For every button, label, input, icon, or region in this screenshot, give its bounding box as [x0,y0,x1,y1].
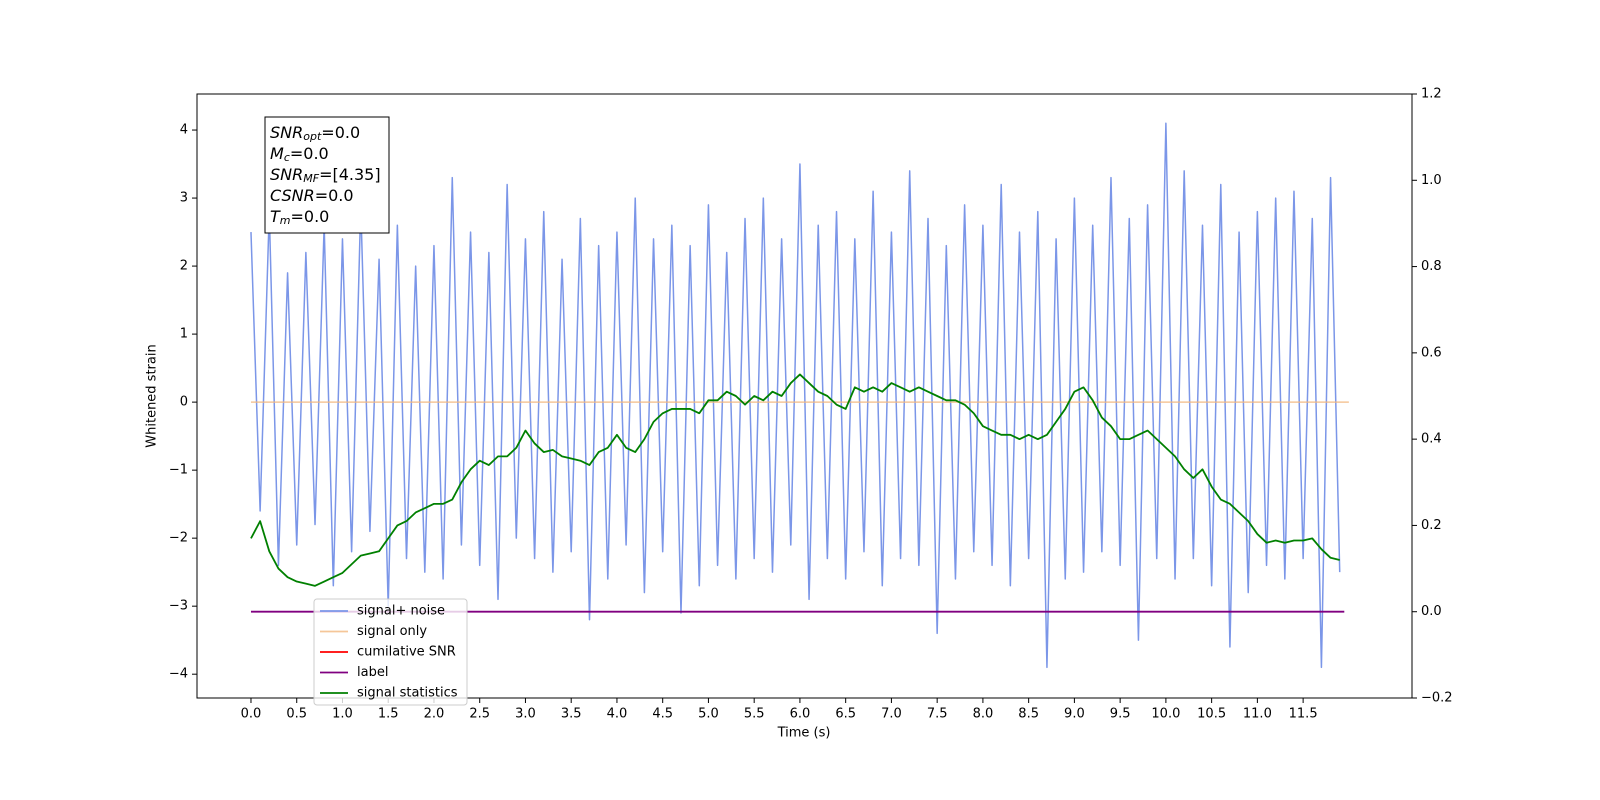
x-axis-label: Time (s) [777,726,831,741]
x-tick-label: 0.5 [286,707,307,722]
y2-tick-label: −0.2 [1421,691,1453,706]
x-tick-label: 5.0 [698,707,719,722]
x-tick-label: 3.0 [515,707,536,722]
y-tick-label: 3 [180,191,188,206]
annotation-box [264,116,390,234]
annotation-value: =[4.35] [319,165,381,184]
annotation-symbol: SNR [270,165,303,184]
y2-tick-label: 0.2 [1421,518,1442,533]
annotation-value: =0.0 [290,144,329,163]
x-tick-label: 8.5 [1018,707,1039,722]
annotation-value: =0.0 [321,123,360,142]
x-tick-label: 4.0 [607,707,628,722]
legend-label: cumilative SNR [357,645,456,660]
x-tick-label: 7.0 [881,707,902,722]
x-tick-label: 0.0 [241,707,262,722]
y-tick-label: 0 [180,395,188,410]
annotation-line: CSNR=0.0 [270,186,354,205]
y-tick-label: −3 [169,599,188,614]
x-tick-label: 4.5 [652,707,673,722]
annotation-symbol: SNR [270,123,303,142]
x-tick-label: 8.0 [973,707,994,722]
x-tick-label: 5.5 [744,707,765,722]
legend-box [313,598,468,706]
x-tick-label: 1.0 [332,707,353,722]
y2-tick-label: 1.0 [1421,173,1442,188]
annotation-value: =0.0 [291,207,330,226]
y-tick-label: 1 [180,327,188,342]
x-tick-label: 10.5 [1197,707,1226,722]
y2-tick-label: 1.2 [1421,87,1442,102]
x-tick-label: 7.5 [927,707,948,722]
x-tick-label: 11.0 [1243,707,1272,722]
x-tick-label: 2.5 [469,707,490,722]
y-tick-label: 4 [180,123,188,138]
x-tick-label: 1.5 [378,707,399,722]
annotation-value: =0.0 [315,186,354,205]
y-tick-label: 2 [180,259,188,274]
plot-frame [196,93,1413,699]
y2-tick-label: 0.4 [1421,432,1442,447]
legend-label: label [357,665,388,680]
annotation-line: Mc=0.0 [270,144,329,165]
series-line [250,122,1341,669]
annotation-subscript: m [280,214,291,227]
y2-tick-label: 0.6 [1421,345,1442,360]
annotation-symbol: T [270,207,281,226]
annotation-line: Tm=0.0 [270,207,329,228]
legend-label: signal only [357,624,427,639]
annotation-line: SNRMF=[4.35] [270,165,381,186]
x-tick-label: 6.0 [790,707,811,722]
series-line [250,373,1340,587]
x-tick-label: 3.5 [561,707,582,722]
x-tick-label: 2.0 [424,707,445,722]
y2-tick-label: 0.0 [1421,604,1442,619]
annotation-subscript: opt [303,130,322,143]
y-tick-label: −2 [169,531,188,546]
annotation-symbol: M [270,144,284,163]
x-tick-label: 11.5 [1289,707,1318,722]
annotation-subscript: MF [303,172,319,185]
y2-tick-label: 0.8 [1421,259,1442,274]
y-axis-label: Whitened strain [145,344,160,447]
legend-label: signal statistics [357,686,458,701]
annotation-subscript: c [284,151,290,164]
legend-label: signal+ noise [357,604,445,619]
annotation-line: SNRopt=0.0 [270,123,360,144]
annotation-symbol: CSNR [270,186,315,205]
x-tick-label: 6.5 [835,707,856,722]
y-tick-label: −4 [169,667,188,682]
x-tick-label: 9.5 [1110,707,1131,722]
x-tick-label: 10.0 [1151,707,1180,722]
y-tick-label: −1 [169,463,188,478]
x-tick-label: 9.0 [1064,707,1085,722]
